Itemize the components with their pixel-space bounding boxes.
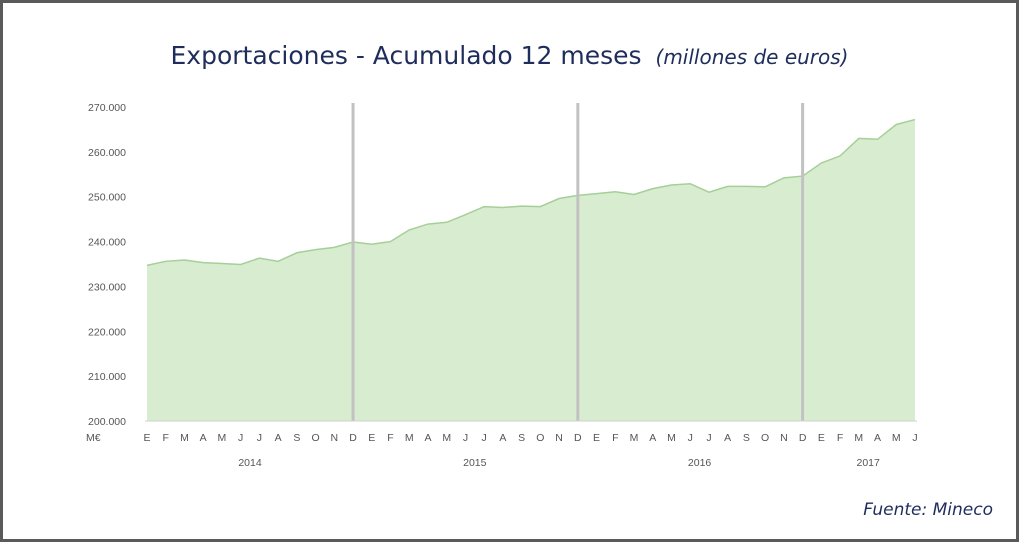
y-tick-label: 240.000 — [88, 237, 126, 249]
month-tick-label: F — [387, 432, 393, 444]
month-tick-label: M — [854, 432, 863, 444]
chart-title: Exportaciones - Acumulado 12 meses (mill… — [3, 41, 1016, 70]
month-tick-label: D — [574, 432, 582, 444]
y-tick-label: 270.000 — [88, 102, 126, 114]
month-tick-label: N — [555, 432, 563, 444]
month-tick-label: J — [238, 432, 243, 444]
month-tick-label: D — [349, 432, 357, 444]
month-tick-label: S — [293, 432, 300, 444]
month-tick-label: J — [706, 432, 711, 444]
series-line — [146, 118, 916, 267]
month-tick-label: A — [499, 432, 506, 444]
month-tick-label: O — [311, 432, 319, 444]
y-tick-label: 260.000 — [88, 147, 126, 159]
month-tick-label: A — [200, 432, 207, 444]
year-label: 2015 — [463, 457, 487, 469]
month-tick-label: M — [892, 432, 901, 444]
month-tick-label: A — [874, 432, 881, 444]
month-tick-label: F — [163, 432, 169, 444]
month-tick-label: S — [518, 432, 525, 444]
month-tick-label: M — [667, 432, 676, 444]
y-tick-label: 220.000 — [88, 326, 126, 338]
month-tick-label: O — [536, 432, 544, 444]
month-tick-label: M — [218, 432, 227, 444]
year-label: 2017 — [856, 457, 880, 469]
month-tick-label: A — [275, 432, 282, 444]
month-tick-label: M — [180, 432, 189, 444]
month-tick-label: M — [630, 432, 639, 444]
month-tick-label: A — [424, 432, 431, 444]
month-tick-label: J — [257, 432, 262, 444]
month-tick-label: E — [593, 432, 600, 444]
month-tick-label: J — [482, 432, 487, 444]
month-tick-label: D — [799, 432, 807, 444]
y-tick-label: 250.000 — [88, 192, 126, 204]
month-tick-label: F — [612, 432, 618, 444]
year-label: 2016 — [688, 457, 712, 469]
month-tick-label: M — [405, 432, 414, 444]
month-tick-label: E — [143, 432, 150, 444]
month-tick-label: S — [743, 432, 750, 444]
month-tick-label: E — [368, 432, 375, 444]
y-tick-label: 230.000 — [88, 281, 126, 293]
month-tick-label: J — [912, 432, 917, 444]
month-tick-label: M — [442, 432, 451, 444]
source-note: Fuente: Mineco — [863, 500, 993, 520]
month-tick-label: O — [761, 432, 769, 444]
month-tick-label: N — [780, 432, 788, 444]
y-axis-unit-label: M€ — [86, 432, 101, 444]
year-label: 2014 — [238, 457, 262, 469]
y-tick-label: 200.000 — [88, 416, 126, 428]
area-fill — [147, 119, 915, 421]
month-tick-label: N — [331, 432, 339, 444]
y-tick-label: 210.000 — [88, 371, 126, 383]
month-tick-label: A — [724, 432, 731, 444]
title-unit: (millones de euros) — [655, 45, 849, 69]
month-tick-label: A — [649, 432, 656, 444]
title-text: Exportaciones - Acumulado 12 meses — [170, 41, 642, 70]
month-tick-label: F — [837, 432, 843, 444]
month-tick-label: J — [463, 432, 468, 444]
month-tick-label: J — [688, 432, 693, 444]
month-tick-label: E — [818, 432, 825, 444]
